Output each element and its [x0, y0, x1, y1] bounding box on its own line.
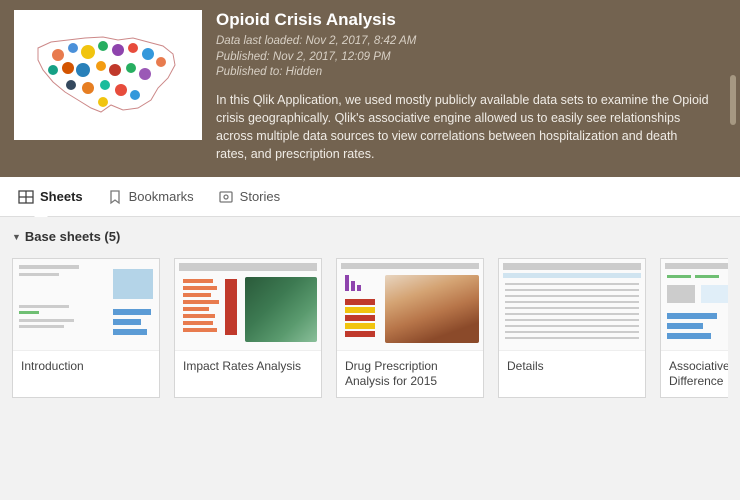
sheets-icon: [18, 189, 34, 205]
app-title: Opioid Crisis Analysis: [216, 10, 710, 30]
meta-published-to: Published to: Hidden: [216, 65, 710, 81]
tab-sheets[interactable]: Sheets: [6, 181, 95, 213]
sheet-card-details[interactable]: Details: [498, 258, 646, 398]
sheet-label: Impact Rates Analysis: [175, 351, 321, 395]
section-pointer: [34, 210, 48, 217]
sheets-row: Introduction Impact Rates Analysis: [12, 258, 728, 398]
bookmark-icon: [107, 189, 123, 205]
stories-icon: [218, 189, 234, 205]
sheet-card-associative-difference[interactable]: Associative Difference: [660, 258, 728, 398]
base-sheets-section: Base sheets (5) Introduction: [0, 217, 740, 398]
sheet-thumb: [337, 259, 483, 351]
us-map-icon: [23, 20, 193, 130]
tab-label: Stories: [240, 189, 280, 204]
tabs-bar: Sheets Bookmarks Stories: [0, 177, 740, 217]
section-title-text: Base sheets (5): [25, 229, 120, 244]
sheet-card-impact-rates[interactable]: Impact Rates Analysis: [174, 258, 322, 398]
app-header: Opioid Crisis Analysis Data last loaded:…: [0, 0, 740, 177]
sheet-card-drug-prescription[interactable]: Drug Prescription Analysis for 2015: [336, 258, 484, 398]
tab-label: Bookmarks: [129, 189, 194, 204]
header-text-block: Opioid Crisis Analysis Data last loaded:…: [216, 10, 726, 163]
sheet-thumb: [175, 259, 321, 351]
meta-data-loaded: Data last loaded: Nov 2, 2017, 8:42 AM: [216, 34, 710, 50]
sheet-thumb: [499, 259, 645, 351]
tab-label: Sheets: [40, 189, 83, 204]
tab-stories[interactable]: Stories: [206, 181, 292, 213]
sheet-label: Associative Difference: [661, 351, 728, 397]
sheet-label: Drug Prescription Analysis for 2015: [337, 351, 483, 397]
header-scrollbar[interactable]: [730, 75, 736, 125]
sheet-label: Introduction: [13, 351, 159, 395]
app-thumbnail: [14, 10, 202, 140]
sheet-card-introduction[interactable]: Introduction: [12, 258, 160, 398]
section-title[interactable]: Base sheets (5): [12, 229, 728, 244]
tab-bookmarks[interactable]: Bookmarks: [95, 181, 206, 213]
meta-published: Published: Nov 2, 2017, 12:09 PM: [216, 50, 710, 66]
sheet-thumb: [661, 259, 728, 351]
sheet-label: Details: [499, 351, 645, 395]
sheet-thumb: [13, 259, 159, 351]
app-description: In this Qlik Application, we used mostly…: [216, 91, 710, 164]
